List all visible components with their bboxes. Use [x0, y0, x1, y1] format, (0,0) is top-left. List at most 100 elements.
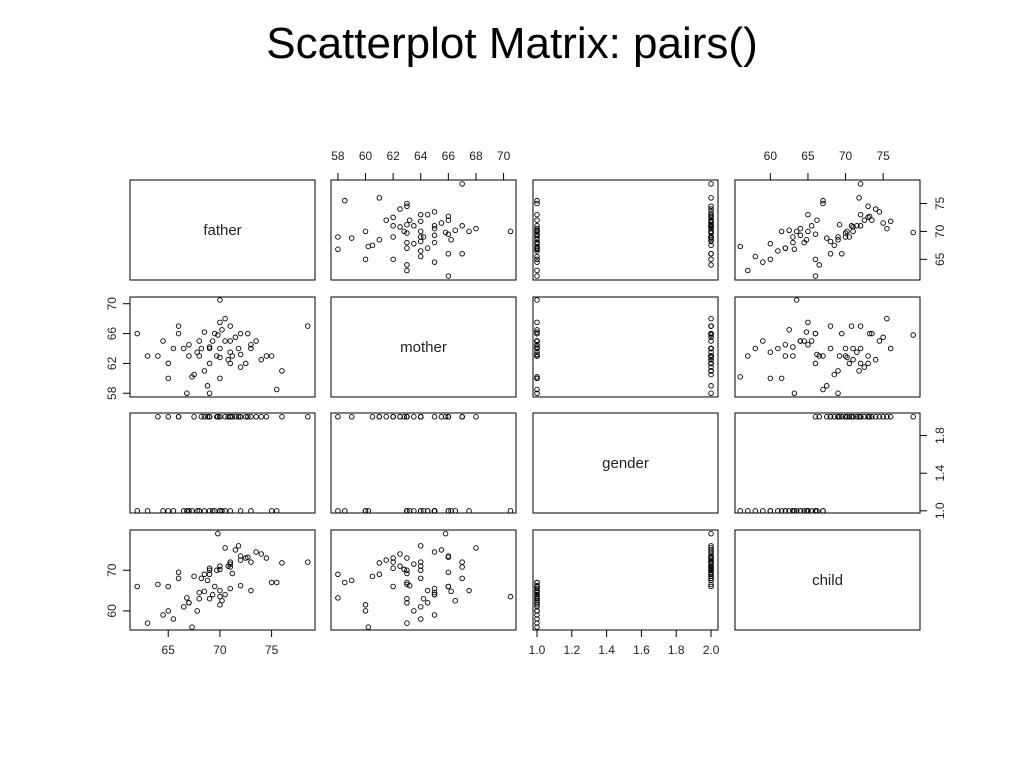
point: [237, 582, 244, 589]
point: [417, 567, 424, 573]
point: [217, 319, 223, 326]
tick-label: 62: [105, 356, 119, 370]
point: [186, 508, 192, 514]
tick-label: 60: [359, 149, 373, 163]
point: [861, 414, 868, 420]
point: [445, 213, 452, 220]
point: [209, 591, 216, 598]
point: [417, 414, 424, 420]
point: [880, 220, 886, 226]
point: [258, 356, 265, 363]
point: [745, 267, 751, 274]
tick-label: 60: [105, 604, 119, 618]
point: [404, 245, 410, 251]
point: [175, 575, 182, 582]
point: [431, 589, 438, 596]
point: [857, 323, 864, 329]
point: [534, 390, 540, 397]
point: [206, 344, 213, 350]
tick-label: 70: [933, 224, 947, 238]
point: [797, 338, 804, 344]
point: [383, 414, 389, 420]
point: [876, 338, 883, 344]
point: [401, 228, 407, 235]
point: [431, 414, 438, 420]
point: [708, 203, 714, 210]
point: [248, 414, 254, 420]
point: [745, 508, 751, 514]
variable-label: child: [812, 572, 843, 589]
tick-label: 1.4: [933, 465, 947, 482]
point: [534, 223, 540, 229]
point: [237, 508, 244, 514]
point: [335, 571, 341, 578]
point: [534, 217, 540, 223]
point: [211, 508, 218, 514]
point: [217, 354, 223, 361]
point: [376, 571, 383, 578]
point: [222, 315, 228, 322]
point: [857, 360, 864, 367]
point: [708, 566, 714, 573]
point: [406, 508, 413, 514]
point: [227, 508, 234, 514]
point: [206, 565, 213, 571]
point: [835, 390, 841, 397]
point: [459, 181, 465, 187]
point: [797, 225, 804, 232]
point: [791, 390, 798, 397]
point: [820, 197, 826, 204]
point: [708, 238, 714, 245]
point: [872, 414, 879, 420]
panel: [734, 529, 921, 631]
point: [534, 612, 540, 618]
point: [857, 223, 864, 229]
point: [820, 353, 826, 359]
point: [812, 414, 819, 420]
point: [835, 368, 841, 374]
point: [229, 414, 236, 420]
point: [248, 345, 254, 352]
point: [243, 414, 249, 420]
point: [842, 345, 849, 352]
point: [362, 228, 369, 235]
point: [263, 414, 270, 420]
point: [760, 259, 766, 265]
point: [134, 583, 140, 590]
point: [445, 250, 452, 257]
tick-label: 1.4: [598, 643, 615, 657]
point: [431, 591, 438, 598]
point: [420, 508, 427, 514]
panel: [129, 529, 316, 631]
point: [846, 414, 853, 420]
panel: [532, 529, 719, 631]
point: [201, 329, 208, 335]
point: [865, 203, 871, 210]
point: [786, 508, 792, 514]
point: [778, 508, 785, 514]
point: [376, 195, 383, 201]
point: [778, 375, 785, 382]
point: [232, 547, 239, 553]
point: [473, 414, 479, 420]
panel: [330, 529, 517, 631]
point: [534, 240, 540, 247]
point: [211, 330, 218, 337]
point: [760, 338, 766, 344]
point: [243, 360, 249, 367]
point: [786, 327, 792, 333]
point: [235, 414, 242, 420]
point: [424, 508, 431, 514]
point: [134, 508, 140, 514]
panel: [330, 179, 517, 281]
panel: [532, 412, 719, 514]
point: [534, 329, 540, 335]
point: [876, 414, 883, 420]
point: [227, 323, 234, 329]
point: [227, 414, 234, 420]
point: [836, 414, 843, 420]
point: [245, 330, 251, 337]
panel: [532, 179, 719, 281]
point: [155, 414, 161, 420]
point: [390, 565, 396, 571]
